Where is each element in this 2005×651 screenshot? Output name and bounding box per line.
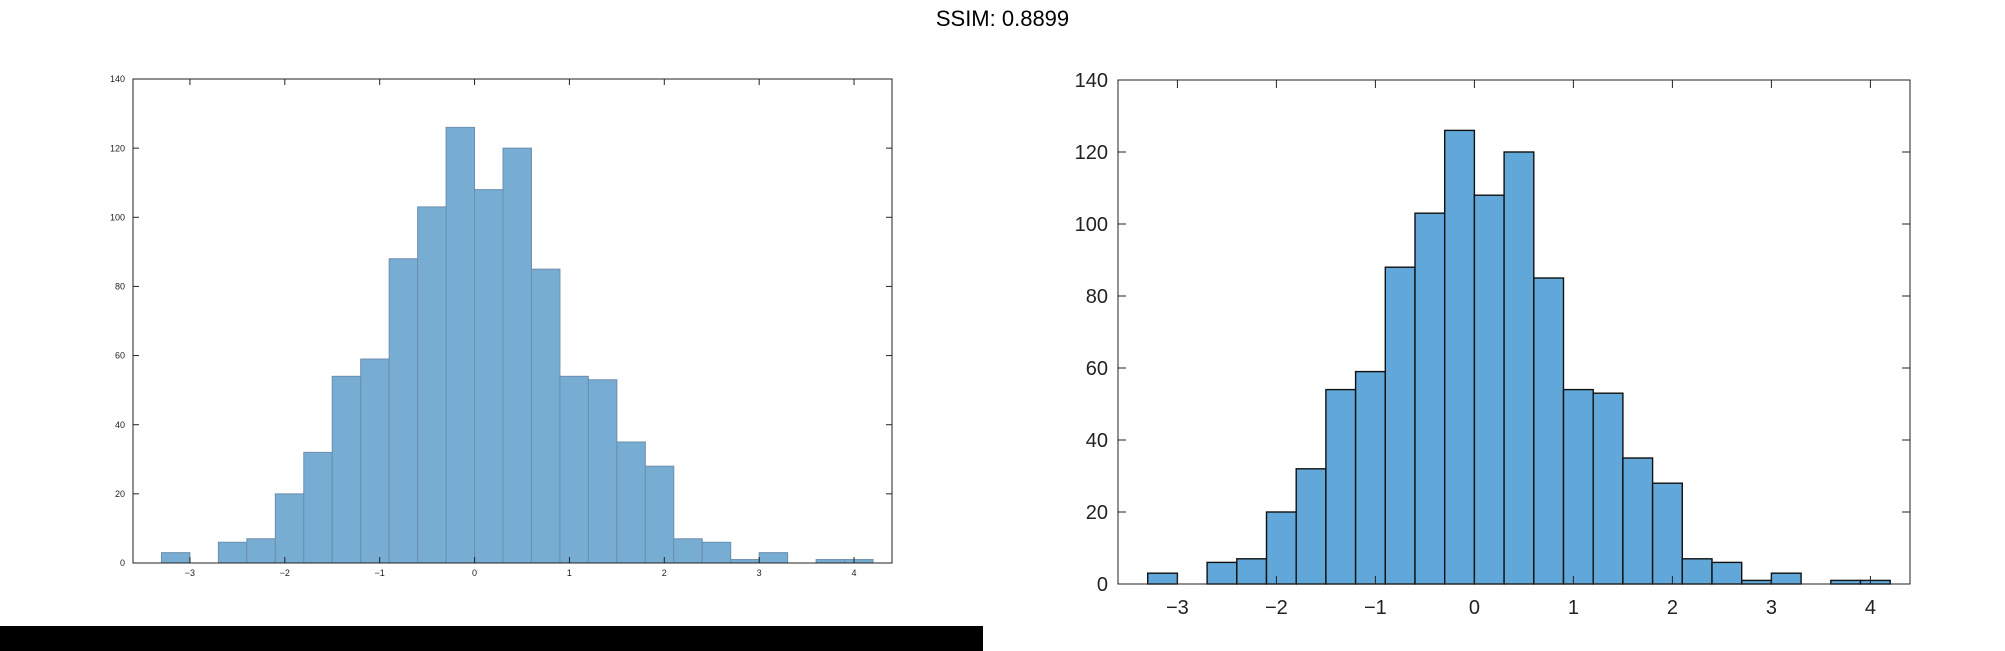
histogram-bar	[1651, 482, 1683, 585]
y-tick-label: 140	[110, 74, 125, 84]
y-tick-label: 0	[1097, 574, 1108, 596]
histogram-bar	[1146, 572, 1179, 585]
histogram-bar	[502, 147, 532, 564]
x-tick-label: 4	[1865, 597, 1876, 619]
x-tick-label: 1	[567, 568, 572, 578]
axes-frame	[132, 78, 893, 564]
y-tick-label: 120	[110, 143, 125, 153]
x-tick-label: −3	[1166, 597, 1189, 619]
y-tick-label: 40	[1086, 430, 1108, 452]
x-tick-label: −1	[1364, 597, 1387, 619]
y-tick-label: 120	[1075, 142, 1108, 164]
black-bar	[0, 626, 983, 651]
x-tick-label: 4	[852, 568, 857, 578]
y-tick-label: 80	[1086, 286, 1108, 308]
histogram-bar	[1473, 194, 1505, 585]
histogram-bar	[1295, 468, 1327, 585]
histogram-bar	[1622, 457, 1654, 585]
histogram-bar	[1770, 572, 1802, 585]
histogram-bar	[559, 375, 589, 564]
y-tick-label: 60	[1086, 358, 1108, 380]
x-tick-label: −2	[280, 568, 290, 578]
histogram-bar	[1206, 561, 1238, 585]
histogram-bar	[445, 126, 476, 564]
histogram-bar	[1533, 277, 1565, 585]
x-tick-label: 0	[472, 568, 477, 578]
x-tick-label: 0	[1469, 597, 1480, 619]
histogram-bar	[1354, 370, 1386, 585]
ssim-title: SSIM: 0.8899	[935, 6, 1070, 31]
histogram-bar	[303, 451, 333, 564]
y-tick-label: 20	[1086, 502, 1108, 524]
x-tick-label: −1	[375, 568, 385, 578]
x-tick-label: 2	[662, 568, 667, 578]
x-tick-label: 3	[757, 568, 762, 578]
x-tick-label: −2	[1265, 597, 1288, 619]
histogram-bar	[1592, 392, 1624, 585]
histogram-bar	[1740, 579, 1773, 585]
histogram-bar	[1859, 579, 1891, 585]
histogram-bar	[1384, 266, 1416, 585]
y-tick-label: 0	[120, 558, 125, 568]
x-tick-label: 1	[1568, 597, 1579, 619]
histogram-bar	[1236, 558, 1268, 585]
histogram-bar	[1265, 511, 1297, 585]
histogram-bar	[1711, 561, 1743, 585]
y-tick-label: 60	[115, 351, 125, 361]
x-tick-label: −3	[185, 568, 195, 578]
histogram-bar	[274, 493, 305, 564]
histogram-bar	[1325, 388, 1357, 585]
histogram-bar	[1414, 212, 1446, 585]
y-tick-label: 40	[115, 420, 125, 430]
histogram-bar	[1443, 129, 1476, 585]
histogram-bar	[360, 358, 390, 564]
y-tick-label: 100	[1075, 214, 1108, 236]
histogram-bar	[1562, 388, 1594, 585]
x-tick-label: 2	[1667, 597, 1678, 619]
histogram-bar	[1503, 151, 1535, 585]
histogram-bar	[530, 268, 561, 564]
y-tick-label: 140	[1075, 70, 1108, 92]
y-tick-label: 100	[110, 212, 125, 222]
histogram-bar	[1681, 558, 1713, 585]
axes-frame	[1117, 79, 1911, 585]
y-tick-label: 80	[115, 282, 125, 292]
y-tick-label: 20	[115, 489, 125, 499]
histogram-bar	[1830, 579, 1862, 585]
x-tick-label: 3	[1766, 597, 1777, 619]
